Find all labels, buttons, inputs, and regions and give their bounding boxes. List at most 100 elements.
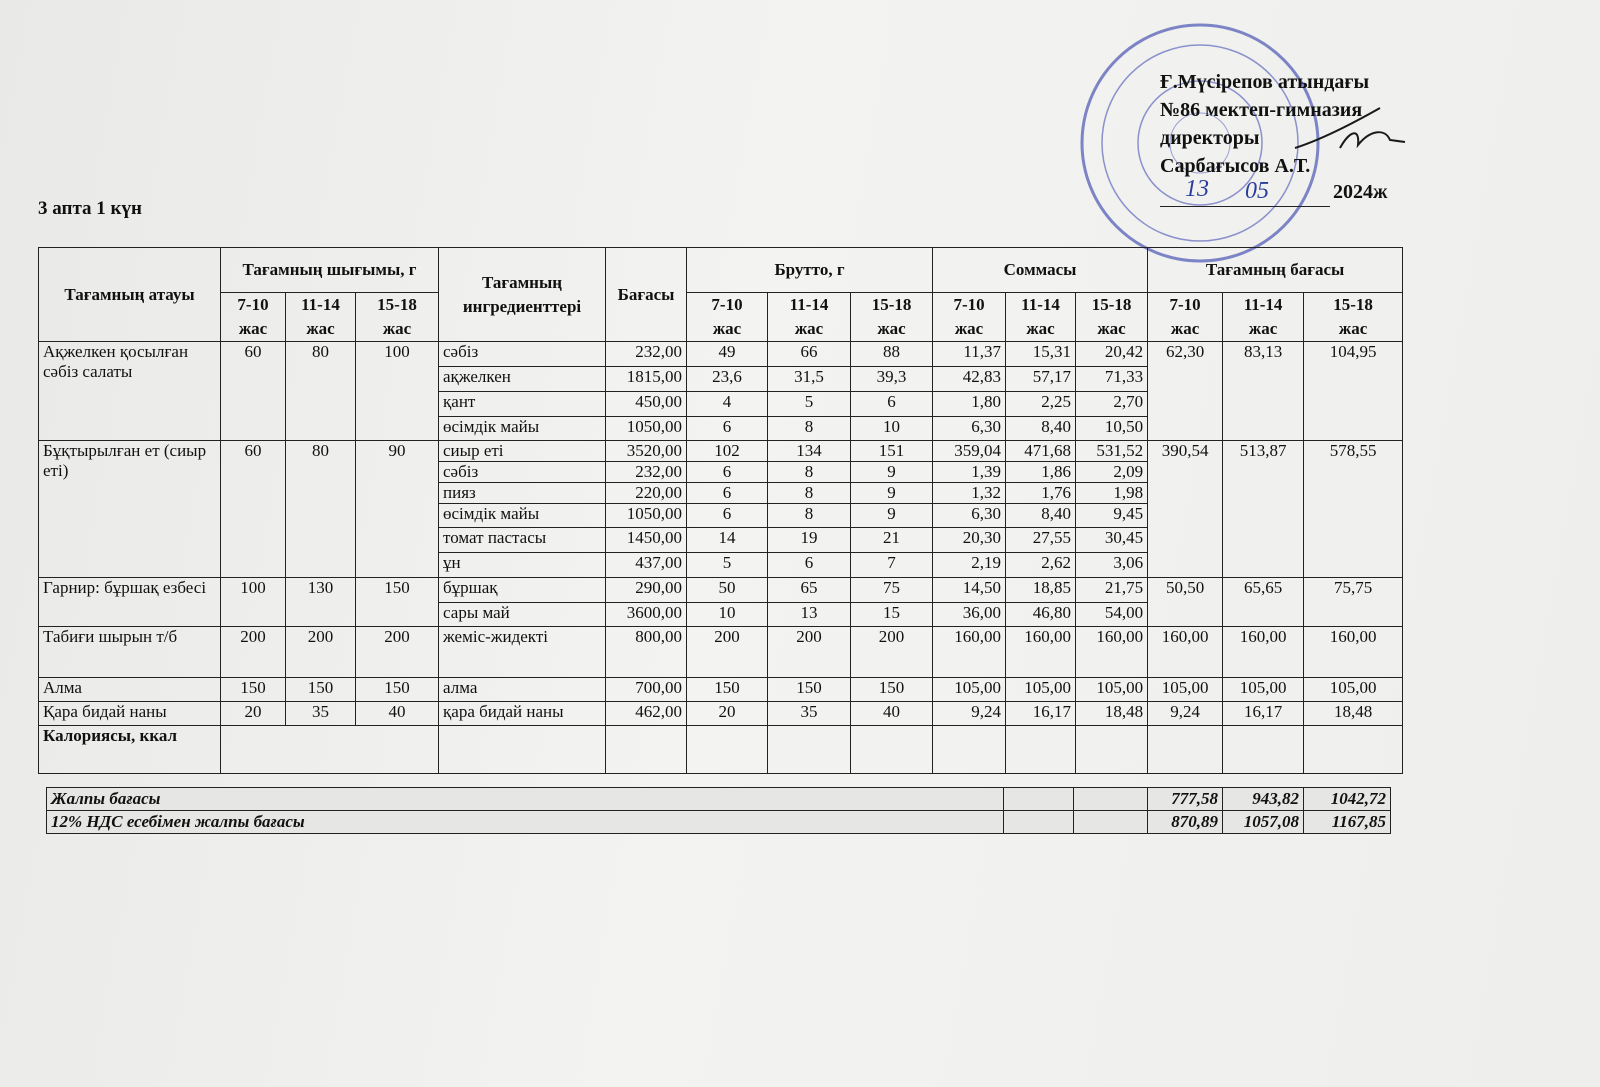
ingredient-sum: 6,30 bbox=[932, 416, 1007, 441]
ingredient-sum: 57,17 bbox=[1005, 366, 1077, 392]
empty-cell bbox=[686, 725, 769, 774]
age-range: 15-18 bbox=[1333, 295, 1373, 314]
dish-yield: 150 bbox=[354, 677, 440, 702]
empty-cell bbox=[932, 725, 1007, 774]
age-range: 11-14 bbox=[301, 295, 340, 314]
ingredient-brutto: 150 bbox=[850, 677, 934, 702]
ingredient-sum: 2,62 bbox=[1005, 552, 1077, 578]
ingredient-sum: 15,31 bbox=[1005, 341, 1077, 367]
age-unit: жас bbox=[1097, 319, 1126, 338]
summary-value: 870,89 bbox=[1147, 810, 1223, 834]
dish-yield: 60 bbox=[220, 341, 286, 441]
ingredient-brutto: 20 bbox=[686, 701, 769, 726]
ingredient-brutto: 65 bbox=[767, 577, 852, 603]
ingredient-sum: 21,75 bbox=[1075, 577, 1149, 603]
year: 2024ж bbox=[1333, 181, 1388, 203]
dish-yield: 130 bbox=[285, 577, 356, 627]
ingredient-name: пияз bbox=[438, 482, 607, 504]
date-month: 05 bbox=[1245, 178, 1269, 204]
ingredient-brutto: 49 bbox=[686, 341, 769, 367]
ingredient-row: сары май 3600,00 10 13 15 36,00 46,80 54,00 bbox=[39, 602, 1403, 627]
ingredient-sum: 160,00 bbox=[932, 626, 1007, 678]
ingredient-sum: 2,09 bbox=[1075, 461, 1149, 483]
dish-yield: 150 bbox=[354, 577, 440, 627]
ingredient-sum: 10,50 bbox=[1075, 416, 1149, 441]
age-range: 7-10 bbox=[711, 295, 743, 314]
ingredient-brutto: 39,3 bbox=[850, 366, 934, 392]
ingredient-brutto: 7 bbox=[850, 552, 934, 578]
ingredient-sum: 9,24 bbox=[932, 701, 1007, 726]
ingredient-sum: 1,98 bbox=[1075, 482, 1149, 504]
ingredient-row: Ақжелкен қосылған сәбіз салаты 60 80 100 сәб… bbox=[38, 341, 1404, 441]
empty-cell bbox=[1073, 787, 1148, 811]
dish-name: Бұқтырылған ет (сиыр еті) bbox=[38, 440, 221, 578]
ingredient-name: қант bbox=[438, 391, 607, 417]
age-unit: жас bbox=[1026, 319, 1055, 338]
ingredient-sum: 1,80 bbox=[932, 391, 1007, 417]
ingredient-brutto: 200 bbox=[850, 626, 934, 678]
ingredient-name: бұршақ bbox=[438, 577, 607, 603]
ingredient-brutto: 6 bbox=[686, 503, 769, 528]
dish-name: Алма bbox=[38, 677, 221, 702]
ingredient-sum: 1,32 bbox=[932, 482, 1007, 504]
ingredient-brutto: 15 bbox=[850, 602, 934, 627]
empty-cell bbox=[1073, 810, 1148, 834]
ingredient-price: 800,00 bbox=[605, 626, 688, 678]
dish-total: 578,55 bbox=[1303, 440, 1404, 578]
ingredient-brutto: 150 bbox=[767, 677, 852, 702]
age-range: 15-18 bbox=[871, 295, 912, 314]
ingredient-brutto: 10 bbox=[686, 602, 769, 627]
header-age: 11-14 жас bbox=[1222, 292, 1305, 342]
header-age: 15-18 жас bbox=[354, 292, 440, 342]
empty-cell bbox=[1303, 725, 1404, 774]
ingredient-price: 700,00 bbox=[605, 677, 688, 702]
ingredient-sum: 160,00 bbox=[1075, 626, 1149, 678]
dish-total: 160,00 bbox=[1222, 626, 1305, 678]
ingredient-sum: 1,86 bbox=[1005, 461, 1077, 483]
ingredient-name: өсімдік майы bbox=[438, 503, 607, 528]
ingredient-sum: 9,45 bbox=[1075, 503, 1149, 528]
dish-yield: 90 bbox=[354, 440, 440, 578]
ingredient-name: қара бидай наны bbox=[438, 701, 607, 726]
date-day: 13 bbox=[1185, 176, 1209, 202]
dish-total: 105,00 bbox=[1147, 677, 1224, 702]
header-dish-price: Тағамның бағасы bbox=[1147, 247, 1404, 293]
dish-total: 62,30 bbox=[1147, 341, 1224, 441]
ingredient-price: 3600,00 bbox=[605, 602, 688, 627]
header-age: 7-10 жас bbox=[932, 292, 1007, 342]
empty-cell bbox=[1075, 725, 1149, 774]
dish-total: 75,75 bbox=[1303, 577, 1404, 627]
summary-label: Жалпы бағасы bbox=[46, 787, 1004, 811]
ingredient-sum: 71,33 bbox=[1075, 366, 1149, 392]
dish-total: 513,87 bbox=[1222, 440, 1305, 578]
age-range: 11-14 bbox=[1021, 295, 1060, 314]
ingredient-price: 1050,00 bbox=[605, 416, 688, 441]
ingredient-name: алма bbox=[438, 677, 607, 702]
summary-value: 777,58 bbox=[1147, 787, 1223, 811]
calories-row: Калориясы, ккал bbox=[38, 725, 1404, 774]
dish-total: 160,00 bbox=[1303, 626, 1404, 678]
empty-cell bbox=[1005, 725, 1077, 774]
ingredient-name: өсімдік майы bbox=[438, 416, 607, 441]
ingredient-brutto: 4 bbox=[686, 391, 769, 417]
ingredient-row: ұн 437,00 5 6 7 2,19 2,62 3,06 bbox=[39, 552, 1403, 578]
date-line bbox=[1160, 178, 1330, 207]
age-range: 7-10 bbox=[953, 295, 985, 314]
dish-yield: 100 bbox=[354, 341, 440, 441]
ingredient-brutto: 14 bbox=[686, 527, 769, 553]
ingredient-sum: 531,52 bbox=[1075, 440, 1149, 462]
dish-yield: 200 bbox=[220, 626, 286, 678]
header-age: 11-14 жас bbox=[285, 292, 356, 342]
ingredient-sum: 16,17 bbox=[1005, 701, 1077, 726]
ingredient-sum: 14,50 bbox=[932, 577, 1007, 603]
header-dish: Тағамның атауы bbox=[38, 247, 221, 342]
ingredient-row: томат пастасы 1450,00 14 19 21 20,30 27,55 30,4… bbox=[39, 527, 1403, 553]
ingredient-brutto: 8 bbox=[767, 503, 852, 528]
dish-total: 105,00 bbox=[1303, 677, 1404, 702]
ingredient-brutto: 19 bbox=[767, 527, 852, 553]
dish-total: 83,13 bbox=[1222, 341, 1305, 441]
ingredient-sum: 46,80 bbox=[1005, 602, 1077, 627]
ingredient-sum: 18,85 bbox=[1005, 577, 1077, 603]
header-age: 11-14 жас bbox=[1005, 292, 1077, 342]
ingredient-brutto: 150 bbox=[686, 677, 769, 702]
